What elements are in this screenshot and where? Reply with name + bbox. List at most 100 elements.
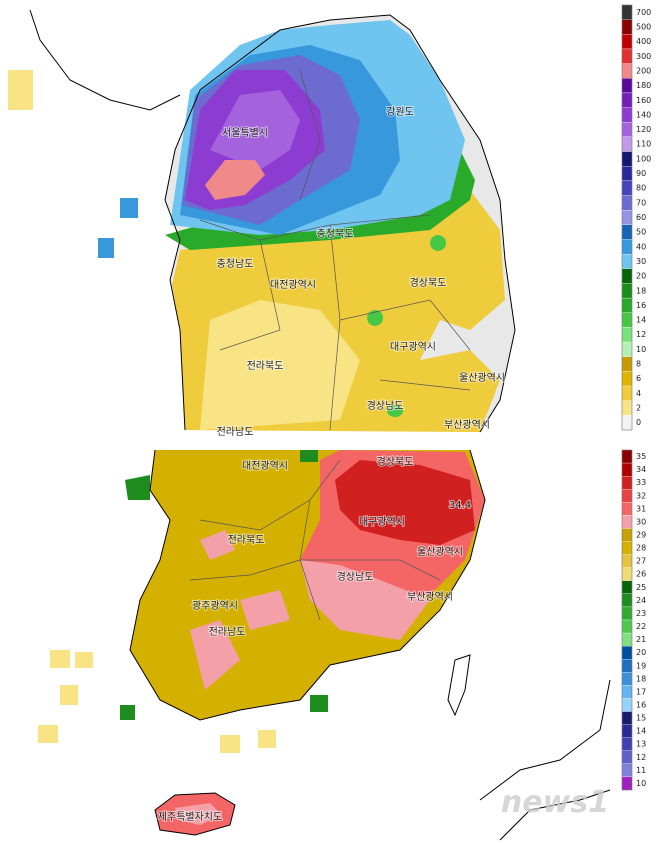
colorbar-tick: 110 (636, 140, 651, 149)
colorbar-segment (621, 34, 633, 50)
colorbar-tick: 80 (636, 184, 646, 193)
colorbar-tick: 12 (636, 753, 646, 762)
colorbar-segment (621, 253, 633, 269)
colorbar-tick: 70 (636, 198, 646, 207)
colorbar-segment (621, 415, 633, 431)
region-label: 경상남도 (367, 399, 404, 412)
colorbar-segment (621, 776, 633, 791)
top-map: 강원도 서울특별시 충청북도 충청남도 대전광역시 경상북도 대구광역시 전라북… (8, 9, 516, 439)
colorbar-tick: 24 (636, 596, 646, 605)
region-label: 경상북도 (410, 276, 447, 289)
watermark: news1 (501, 785, 609, 820)
region-label: 서울특별시 (222, 127, 268, 139)
region-label: 강원도 (386, 106, 414, 118)
colorbar-tick: 33 (636, 478, 646, 487)
island-patch (50, 650, 70, 668)
colorbar-tick: 200 (636, 66, 651, 75)
colorbar-segment (621, 239, 633, 255)
colorbar-tick: 27 (636, 557, 646, 566)
colorbar: 35 34 33 32 31 30 29 28 27 26 25 24 23 22 21 20 19 18 17 16… (621, 449, 646, 791)
colorbar-tick: 100 (636, 154, 651, 163)
colorbar-segment (621, 750, 633, 764)
colorbar-segment (621, 554, 633, 568)
colorbar-tick: 160 (636, 96, 651, 105)
colorbar-tick: 20 (636, 648, 646, 657)
colorbar-segment (621, 327, 633, 343)
colorbar-segment (621, 166, 633, 182)
colorbar-segment (621, 92, 633, 108)
temp-pink (190, 530, 430, 690)
colorbar-segment (621, 297, 633, 313)
colorbar-segment (621, 151, 633, 167)
colorbar-segment (621, 724, 633, 738)
colorbar-segment (621, 48, 633, 64)
colorbar-segment (621, 763, 633, 778)
temp-red (335, 460, 475, 545)
colorbar-tick: 18 (636, 674, 646, 683)
region-label: 부산광역시 (407, 591, 453, 603)
colorbar-tick: 28 (636, 544, 646, 553)
island-patch (38, 725, 58, 743)
region-label: 충청북도 (317, 228, 354, 240)
region-label: 충청남도 (217, 258, 254, 270)
colorbar-segment (621, 180, 633, 196)
colorbar-tick: 34 (636, 465, 646, 474)
region-label: 울산광역시 (417, 546, 463, 558)
colorbar-tick: 4 (636, 389, 641, 398)
region-label: 전라남도 (217, 426, 254, 438)
colorbar-tick: 2 (636, 404, 641, 413)
colorbar-tick: 20 (636, 272, 646, 281)
colorbar-tick: 19 (636, 661, 646, 670)
colorbar-tick: 6 (636, 374, 641, 383)
colorbar-tick: 8 (636, 360, 641, 369)
colorbar-tick: 140 (636, 110, 651, 119)
colorbar-tick: 14 (636, 727, 646, 736)
region-label: 대전광역시 (242, 460, 288, 472)
colorbar-segment (621, 356, 633, 372)
colorbar-segment (621, 659, 633, 673)
colorbar-tick: 13 (636, 740, 646, 749)
region-label: 대전광역시 (270, 279, 316, 291)
colorbar-tick: 12 (636, 330, 646, 339)
colorbar-segment (621, 462, 633, 477)
colorbar-tick: 31 (636, 504, 646, 513)
colorbar-tick: 25 (636, 583, 646, 592)
colorbar-segment (621, 400, 633, 416)
colorbar-tick: 16 (636, 301, 646, 310)
province-borders (189, 459, 441, 621)
province-borders (199, 69, 471, 431)
colorbar-segment (621, 489, 633, 503)
colorbar-segment (621, 685, 633, 699)
colorbar-segment (621, 107, 633, 123)
island-patch (258, 730, 276, 748)
colorbar-frame (621, 449, 633, 791)
colorbar-tick: 18 (636, 286, 646, 295)
region-label: 제주특별자치도 (158, 811, 222, 823)
colorbar-segment (621, 19, 633, 35)
colorbar-tick: 16 (636, 701, 646, 710)
colorbar-tick: 120 (636, 125, 651, 134)
region-label: 대구광역시 (390, 341, 436, 353)
colorbar-tick: 17 (636, 687, 646, 696)
colorbar-segment (621, 224, 633, 240)
island-patch (75, 652, 93, 668)
colorbar-segment (621, 449, 633, 464)
colorbar-tick: 21 (636, 635, 646, 644)
colorbar-tick: 700 (636, 8, 651, 17)
colorbar-segment (621, 371, 633, 387)
colorbar-segment (621, 737, 633, 751)
rain-red (205, 160, 265, 200)
colorbar-segment (621, 619, 633, 634)
region-label: 경상북도 (377, 455, 414, 468)
colorbar-tick: 32 (636, 491, 646, 500)
max-value: 34.4 (449, 500, 471, 511)
colorbar-segment (621, 528, 633, 542)
colorbar-segment (621, 341, 633, 357)
colorbar-tick: 14 (636, 316, 646, 325)
colorbar-segment (621, 268, 633, 284)
region-label: 전라북도 (247, 360, 284, 372)
colorbar-tick: 23 (636, 609, 646, 618)
colorbar-segment (621, 78, 633, 94)
colorbar-tick: 0 (636, 418, 641, 427)
